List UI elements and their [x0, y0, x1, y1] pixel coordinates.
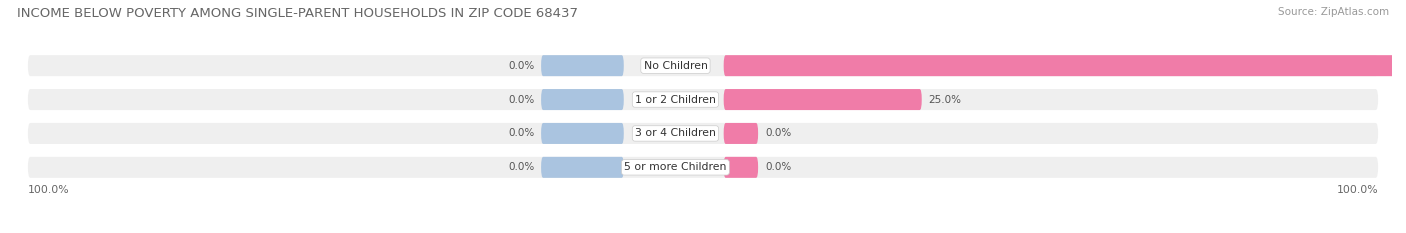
FancyBboxPatch shape	[28, 55, 1378, 76]
Text: 1 or 2 Children: 1 or 2 Children	[636, 95, 716, 105]
Text: 5 or more Children: 5 or more Children	[624, 162, 727, 172]
FancyBboxPatch shape	[541, 89, 624, 110]
FancyBboxPatch shape	[541, 123, 624, 144]
FancyBboxPatch shape	[541, 55, 624, 76]
Text: 0.0%: 0.0%	[508, 128, 534, 138]
FancyBboxPatch shape	[541, 157, 624, 178]
Text: 0.0%: 0.0%	[765, 128, 792, 138]
FancyBboxPatch shape	[28, 157, 1378, 178]
Text: 25.0%: 25.0%	[928, 95, 962, 105]
FancyBboxPatch shape	[724, 123, 758, 144]
Text: No Children: No Children	[644, 61, 707, 71]
FancyBboxPatch shape	[28, 123, 1378, 144]
Text: 3 or 4 Children: 3 or 4 Children	[636, 128, 716, 138]
FancyBboxPatch shape	[724, 157, 758, 178]
Text: 100.0%: 100.0%	[1337, 185, 1378, 195]
Text: 0.0%: 0.0%	[508, 95, 534, 105]
FancyBboxPatch shape	[28, 89, 1378, 110]
Text: 100.0%: 100.0%	[28, 185, 69, 195]
Text: 0.0%: 0.0%	[765, 162, 792, 172]
Text: Source: ZipAtlas.com: Source: ZipAtlas.com	[1278, 7, 1389, 17]
FancyBboxPatch shape	[724, 89, 922, 110]
Text: 0.0%: 0.0%	[508, 61, 534, 71]
Text: 0.0%: 0.0%	[508, 162, 534, 172]
Text: INCOME BELOW POVERTY AMONG SINGLE-PARENT HOUSEHOLDS IN ZIP CODE 68437: INCOME BELOW POVERTY AMONG SINGLE-PARENT…	[17, 7, 578, 20]
FancyBboxPatch shape	[724, 55, 1406, 76]
